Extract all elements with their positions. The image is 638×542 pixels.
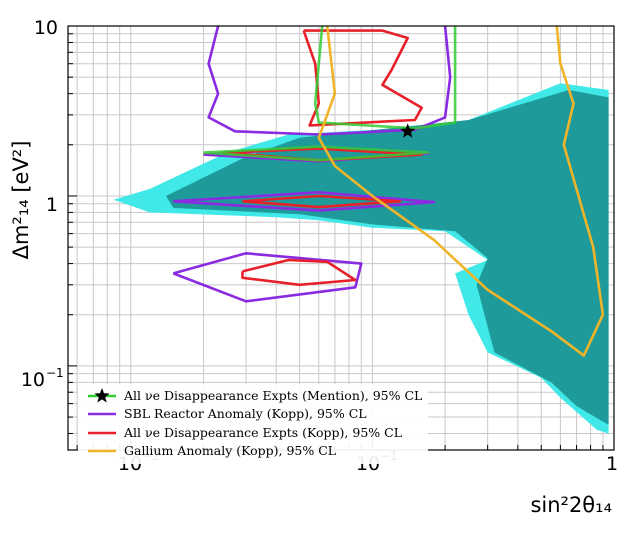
legend-entry-mention: All νe Disappearance Expts (Mention), 95… — [88, 388, 422, 403]
legend-box — [78, 384, 428, 464]
legend-label-gallium: Gallium Anomaly (Kopp), 95% CL — [124, 443, 336, 458]
y-tick-exp-minus1: −1 — [46, 366, 64, 380]
legend-entry-sbl-reactor: SBL Reactor Anomaly (Kopp), 95% CL — [88, 406, 367, 421]
legend-label-mention: All νe Disappearance Expts (Mention), 95… — [123, 388, 422, 403]
excluded-regions — [113, 83, 609, 434]
contour-all-e-disappearance-expts-mention-0 — [313, 26, 457, 130]
contour-all-e-disappearance-expts-kopp-2 — [242, 194, 402, 209]
contour-all-e-disappearance-expts-kopp-3 — [241, 258, 357, 287]
excluded-region-90-fill — [166, 90, 609, 425]
contour-all-e-disappearance-expts-mention-1 — [203, 145, 430, 162]
y-tick-label-1: 1 — [46, 194, 58, 216]
contours — [172, 26, 605, 357]
legend: All νe Disappearance Expts (Mention), 95… — [78, 384, 428, 464]
best-fit-star-marker — [400, 123, 416, 138]
contour-sbl-reactor-anomaly-kopp-0 — [207, 26, 452, 136]
y-tick-label-0p1: 10 — [21, 369, 45, 391]
legend-label-sbl-reactor: SBL Reactor Anomaly (Kopp), 95% CL — [124, 406, 367, 421]
x-axis-label: sin²2θ₁₄ — [530, 493, 612, 517]
contour-sbl-reactor-anomaly-kopp-2 — [173, 191, 436, 212]
legend-entry-gallium: Gallium Anomaly (Kopp), 95% CL — [88, 443, 336, 458]
legend-entry-kopp-disappearance: All νe Disappearance Expts (Kopp), 95% C… — [88, 425, 402, 440]
legend-label-kopp-disappearance: All νe Disappearance Expts (Kopp), 95% C… — [123, 425, 402, 440]
y-axis-label: Δm²₁₄ [eV²] — [9, 141, 33, 260]
y-tick-label-10: 10 — [34, 17, 58, 39]
x-tick-label-1: 1 — [606, 453, 618, 475]
legend-star-icon — [94, 388, 110, 403]
contour-gallium-anomaly-kopp-0 — [317, 26, 605, 357]
contour-sbl-reactor-anomaly-kopp-3 — [172, 252, 363, 303]
